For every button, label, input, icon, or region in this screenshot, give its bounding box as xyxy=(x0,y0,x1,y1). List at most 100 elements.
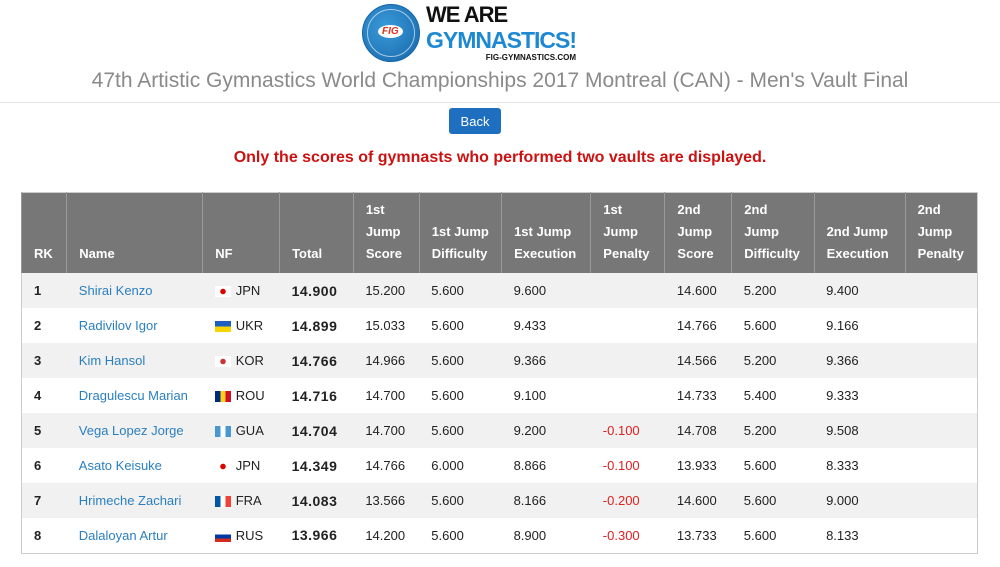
d1-value: 5.600 xyxy=(431,493,464,508)
cell-d1: 5.600 xyxy=(419,308,501,343)
cell-s2: 14.600 xyxy=(664,273,732,308)
column-header: RK xyxy=(20,192,67,273)
cell-s2: 13.733 xyxy=(665,518,732,553)
name-value[interactable]: Dragulescu Marian xyxy=(78,388,188,403)
cell-e2: 9.508 xyxy=(814,413,906,448)
column-header: Name xyxy=(66,192,203,273)
column-header: Total xyxy=(279,192,354,273)
s1-value: 14.700 xyxy=(365,423,406,438)
nf-value: RUS xyxy=(235,527,264,543)
total-value: 14.349 xyxy=(291,457,338,474)
p1-value: -0.300 xyxy=(602,527,640,543)
total-value: 14.716 xyxy=(291,387,338,404)
cell-s1: 14.966 xyxy=(353,343,420,378)
name-value[interactable]: Asato Keisuke xyxy=(78,458,162,473)
cell-p2 xyxy=(905,483,978,518)
cell-name[interactable]: Dalaloyan Artur xyxy=(67,518,203,553)
cell-nf: FRA xyxy=(202,483,280,518)
column-header: 2nd Jump Score xyxy=(664,192,732,273)
p1-value: -0.100 xyxy=(602,458,640,473)
cell-nf: RUS xyxy=(203,518,280,553)
cell-s2: 14.766 xyxy=(665,308,732,343)
flag-icon xyxy=(214,496,231,508)
p1-value: -0.200 xyxy=(602,493,640,508)
cell-d1: 5.600 xyxy=(419,378,501,413)
cell-name[interactable]: Kim Hansol xyxy=(66,343,203,378)
e1-value: 9.600 xyxy=(513,283,547,298)
cell-name[interactable]: Dragulescu Marian xyxy=(67,378,203,413)
column-header: 2nd Jump Execution xyxy=(813,192,906,273)
cell-e2: 8.333 xyxy=(814,448,905,483)
e2-value: 9.508 xyxy=(826,423,859,438)
table-row: 3 Kim Hansol KOR 14.766 14.966 5.600 9.366 14.5… xyxy=(21,343,978,378)
s2-value: 14.600 xyxy=(676,493,717,508)
cell-e1: 8.866 xyxy=(502,448,591,483)
s1-value: 14.766 xyxy=(365,458,406,473)
rk-value: 5 xyxy=(34,423,42,438)
cell-nf: ROU xyxy=(203,378,280,413)
e1-value: 8.166 xyxy=(513,493,547,508)
cell-name[interactable]: Hrimeche Zachari xyxy=(66,483,203,518)
table-row: 8 Dalaloyan Artur RUS 13.966 14.200 5.600 8.90… xyxy=(22,518,978,553)
cell-total: 14.766 xyxy=(279,343,354,378)
flag-icon xyxy=(214,461,231,473)
cell-name[interactable]: Shirai Kenzo xyxy=(66,273,203,308)
s2-value: 14.766 xyxy=(676,318,717,333)
cell-s2: 13.933 xyxy=(665,448,732,483)
cell-e1: 9.600 xyxy=(501,273,591,308)
cell-s1: 14.700 xyxy=(353,413,420,448)
cell-p1: -0.100 xyxy=(590,413,665,448)
s1-value: 15.200 xyxy=(365,283,406,298)
cell-total: 13.966 xyxy=(280,518,354,553)
cell-p1 xyxy=(591,378,665,413)
fig-logo[interactable]: FIG WE ARE GYMNASTICS! FIG-GYMNASTICS.CO… xyxy=(362,2,577,63)
flag-icon xyxy=(214,530,231,542)
cell-p2 xyxy=(905,273,978,308)
cell-e1: 9.200 xyxy=(501,413,591,448)
e2-value: 9.366 xyxy=(826,353,859,368)
cell-e2: 9.333 xyxy=(814,378,905,413)
d2-value: 5.400 xyxy=(743,388,777,403)
name-value[interactable]: Radivilov Igor xyxy=(78,318,158,333)
column-header: 2nd Jump Difficulty xyxy=(731,192,815,273)
cell-e2: 9.000 xyxy=(814,483,906,518)
cell-d1: 5.600 xyxy=(419,273,502,308)
cell-s2: 14.708 xyxy=(664,413,732,448)
nf-value: GUA xyxy=(235,423,264,438)
e2-value: 9.000 xyxy=(826,493,859,508)
cell-rk: 7 xyxy=(21,483,67,518)
cell-name[interactable]: Asato Keisuke xyxy=(67,448,203,483)
s1-value: 14.966 xyxy=(365,353,406,368)
flag-icon xyxy=(214,321,231,333)
d2-value: 5.200 xyxy=(743,283,777,298)
e2-value: 9.333 xyxy=(826,388,859,403)
name-value[interactable]: Hrimeche Zachari xyxy=(78,493,182,508)
s2-value: 13.733 xyxy=(676,527,717,543)
name-value[interactable]: Shirai Kenzo xyxy=(78,283,153,298)
rk-value: 2 xyxy=(34,318,42,333)
cell-e1: 8.166 xyxy=(501,483,591,518)
d2-value: 5.600 xyxy=(743,493,777,508)
name-value[interactable]: Vega Lopez Jorge xyxy=(78,423,184,438)
page-title: 47th Artistic Gymnastics World Champions… xyxy=(91,69,909,92)
e1-value: 8.866 xyxy=(513,458,547,473)
name-value[interactable]: Dalaloyan Artur xyxy=(78,527,168,543)
cell-s1: 14.200 xyxy=(353,518,419,553)
back-button[interactable]: Back xyxy=(449,108,501,134)
flag-icon xyxy=(214,391,231,403)
name-value[interactable]: Kim Hansol xyxy=(78,353,146,368)
cell-name[interactable]: Radivilov Igor xyxy=(67,308,203,343)
cell-p2 xyxy=(905,518,977,553)
e2-value: 9.166 xyxy=(826,318,859,333)
divider xyxy=(0,102,1000,103)
cell-name[interactable]: Vega Lopez Jorge xyxy=(66,413,203,448)
d2-value: 5.600 xyxy=(743,458,777,473)
d1-value: 5.600 xyxy=(431,527,464,543)
d1-value: 5.600 xyxy=(431,318,464,333)
cell-s2: 14.600 xyxy=(664,483,732,518)
cell-p2 xyxy=(905,413,978,448)
total-value: 14.899 xyxy=(291,317,338,334)
cell-s2: 14.733 xyxy=(665,378,732,413)
cell-p2 xyxy=(905,378,977,413)
cell-total: 14.349 xyxy=(280,448,354,483)
